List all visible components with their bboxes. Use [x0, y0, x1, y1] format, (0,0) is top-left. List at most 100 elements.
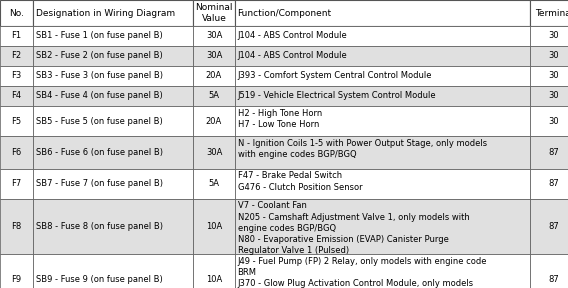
Text: 10A: 10A: [206, 274, 222, 283]
Text: F47 - Brake Pedal Switch
G476 - Clutch Position Sensor: F47 - Brake Pedal Switch G476 - Clutch P…: [237, 171, 362, 192]
Bar: [235, 26, 530, 46]
Bar: [530, 66, 568, 86]
Bar: [235, 66, 530, 86]
Bar: [33, 86, 193, 106]
Bar: [0, 106, 33, 136]
Bar: [193, 86, 235, 106]
Text: 30: 30: [549, 92, 559, 101]
Text: SB1 - Fuse 1 (on fuse panel B): SB1 - Fuse 1 (on fuse panel B): [35, 31, 162, 41]
Bar: [235, 46, 530, 66]
Text: 30: 30: [549, 71, 559, 81]
Text: 20A: 20A: [206, 71, 222, 81]
Bar: [0, 86, 33, 106]
Text: F1: F1: [11, 31, 22, 41]
Bar: [530, 86, 568, 106]
Bar: [33, 136, 193, 169]
Text: SB2 - Fuse 2 (on fuse panel B): SB2 - Fuse 2 (on fuse panel B): [35, 52, 162, 60]
Bar: [0, 136, 33, 169]
Bar: [193, 199, 235, 254]
Text: 30: 30: [549, 52, 559, 60]
Text: F7: F7: [11, 179, 22, 189]
Bar: [193, 0, 235, 26]
Bar: [530, 26, 568, 46]
Text: No.: No.: [9, 9, 24, 18]
Bar: [235, 136, 530, 169]
Text: Designation in Wiring Diagram: Designation in Wiring Diagram: [35, 9, 174, 18]
Text: J393 - Comfort System Central Control Module: J393 - Comfort System Central Control Mo…: [237, 71, 432, 81]
Bar: [193, 136, 235, 169]
Text: SB6 - Fuse 6 (on fuse panel B): SB6 - Fuse 6 (on fuse panel B): [35, 148, 162, 157]
Bar: [530, 0, 568, 26]
Bar: [33, 0, 193, 26]
Bar: [0, 254, 33, 288]
Text: F2: F2: [11, 52, 22, 60]
Bar: [33, 254, 193, 288]
Bar: [193, 169, 235, 199]
Text: Function/Component: Function/Component: [237, 9, 332, 18]
Text: 87: 87: [549, 274, 559, 283]
Bar: [235, 199, 530, 254]
Text: J49 - Fuel Pump (FP) 2 Relay, only models with engine code
BRM
J370 - Glow Plug : J49 - Fuel Pump (FP) 2 Relay, only model…: [237, 257, 487, 288]
Bar: [0, 66, 33, 86]
Bar: [530, 254, 568, 288]
Bar: [193, 254, 235, 288]
Text: Terminal: Terminal: [535, 9, 568, 18]
Bar: [193, 106, 235, 136]
Bar: [0, 26, 33, 46]
Text: F3: F3: [11, 71, 22, 81]
Bar: [193, 46, 235, 66]
Text: 30A: 30A: [206, 52, 222, 60]
Text: SB3 - Fuse 3 (on fuse panel B): SB3 - Fuse 3 (on fuse panel B): [35, 71, 162, 81]
Bar: [530, 106, 568, 136]
Text: SB4 - Fuse 4 (on fuse panel B): SB4 - Fuse 4 (on fuse panel B): [35, 92, 162, 101]
Text: J519 - Vehicle Electrical System Control Module: J519 - Vehicle Electrical System Control…: [237, 92, 436, 101]
Text: F4: F4: [11, 92, 22, 101]
Text: SB9 - Fuse 9 (on fuse panel B): SB9 - Fuse 9 (on fuse panel B): [35, 274, 162, 283]
Text: SB5 - Fuse 5 (on fuse panel B): SB5 - Fuse 5 (on fuse panel B): [35, 117, 162, 126]
Bar: [235, 0, 530, 26]
Text: F8: F8: [11, 222, 22, 231]
Text: V7 - Coolant Fan
N205 - Camshaft Adjustment Valve 1, only models with
engine cod: V7 - Coolant Fan N205 - Camshaft Adjustm…: [237, 202, 469, 255]
Bar: [235, 86, 530, 106]
Text: 87: 87: [549, 222, 559, 231]
Bar: [0, 169, 33, 199]
Bar: [0, 46, 33, 66]
Text: Nominal
Value: Nominal Value: [195, 3, 233, 23]
Bar: [33, 199, 193, 254]
Bar: [235, 254, 530, 288]
Text: SB7 - Fuse 7 (on fuse panel B): SB7 - Fuse 7 (on fuse panel B): [35, 179, 162, 189]
Text: 5A: 5A: [208, 179, 219, 189]
Text: 20A: 20A: [206, 117, 222, 126]
Bar: [33, 169, 193, 199]
Text: J104 - ABS Control Module: J104 - ABS Control Module: [237, 52, 347, 60]
Bar: [235, 169, 530, 199]
Text: N - Ignition Coils 1-5 with Power Output Stage, only models
with engine codes BG: N - Ignition Coils 1-5 with Power Output…: [237, 139, 487, 159]
Bar: [33, 26, 193, 46]
Text: J104 - ABS Control Module: J104 - ABS Control Module: [237, 31, 347, 41]
Text: F9: F9: [11, 274, 22, 283]
Bar: [530, 46, 568, 66]
Text: 30A: 30A: [206, 31, 222, 41]
Text: 87: 87: [549, 148, 559, 157]
Bar: [530, 199, 568, 254]
Bar: [33, 106, 193, 136]
Bar: [193, 26, 235, 46]
Bar: [0, 0, 33, 26]
Text: F5: F5: [11, 117, 22, 126]
Text: 5A: 5A: [208, 92, 219, 101]
Text: 10A: 10A: [206, 222, 222, 231]
Text: H2 - High Tone Horn
H7 - Low Tone Horn: H2 - High Tone Horn H7 - Low Tone Horn: [237, 109, 321, 129]
Bar: [0, 199, 33, 254]
Bar: [33, 46, 193, 66]
Text: 30: 30: [549, 117, 559, 126]
Bar: [193, 66, 235, 86]
Text: 87: 87: [549, 179, 559, 189]
Bar: [530, 136, 568, 169]
Text: SB8 - Fuse 8 (on fuse panel B): SB8 - Fuse 8 (on fuse panel B): [35, 222, 162, 231]
Bar: [235, 106, 530, 136]
Bar: [530, 169, 568, 199]
Bar: [33, 66, 193, 86]
Text: F6: F6: [11, 148, 22, 157]
Text: 30A: 30A: [206, 148, 222, 157]
Text: 30: 30: [549, 31, 559, 41]
